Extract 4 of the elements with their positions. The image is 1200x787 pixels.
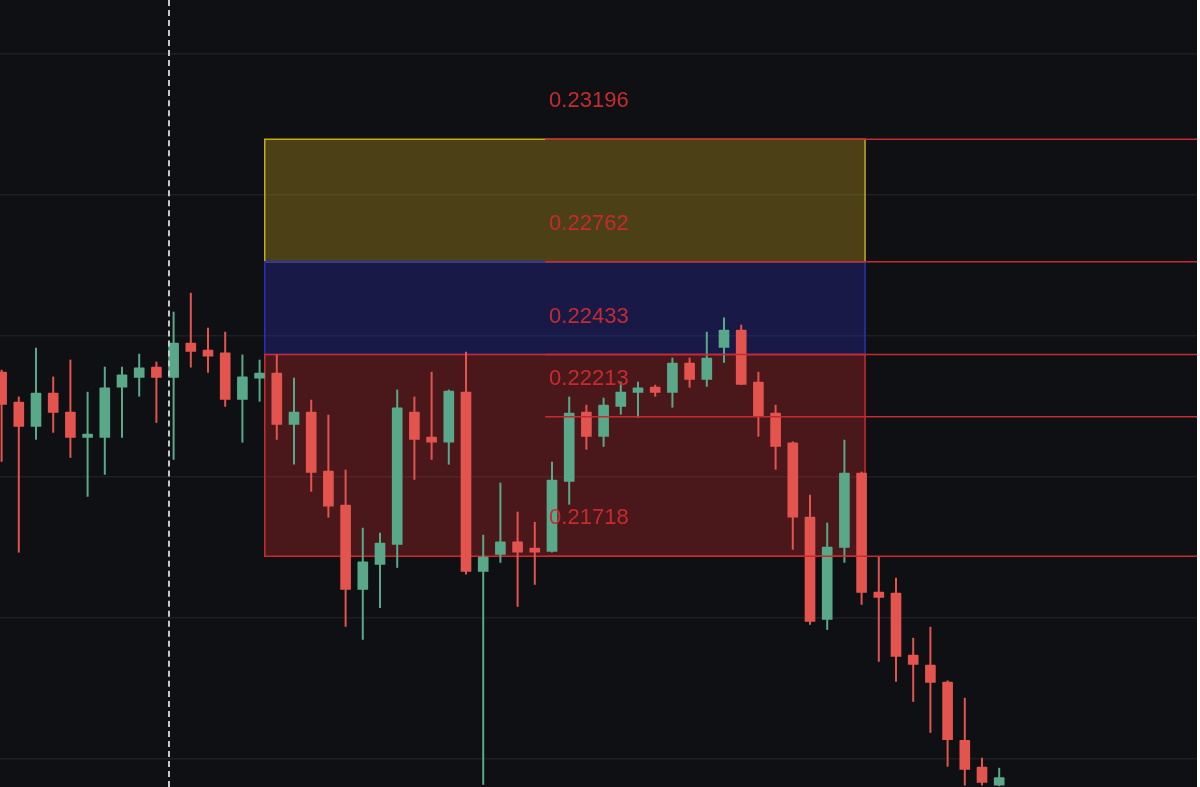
ref-line-label: 0.22433 bbox=[549, 302, 629, 328]
ref-line-label: 0.23196 bbox=[549, 87, 629, 113]
ref-line-label: 0.22213 bbox=[549, 364, 629, 390]
ref-line-label: 0.22762 bbox=[549, 209, 629, 235]
